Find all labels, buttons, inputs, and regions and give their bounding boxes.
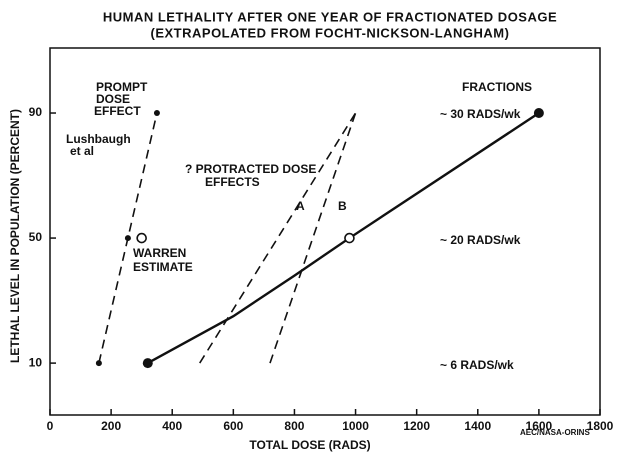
chart-title: HUMAN LETHALITY AFTER ONE YEAR OF FRACTI… bbox=[103, 9, 557, 24]
annotation: ? PROTRACTED DOSE bbox=[185, 162, 316, 176]
x-tick-label: 1200 bbox=[403, 419, 430, 433]
x-axis-label: TOTAL DOSE (RADS) bbox=[249, 438, 370, 452]
plot-frame bbox=[49, 47, 601, 416]
data-point bbox=[533, 108, 544, 119]
data-point bbox=[344, 232, 355, 244]
data-point bbox=[124, 235, 131, 242]
x-tick-label: 0 bbox=[47, 419, 54, 433]
data-point bbox=[95, 360, 102, 367]
annotation: PROMPT bbox=[96, 80, 148, 94]
x-tick-label: 600 bbox=[223, 419, 243, 433]
annotation: AEC/NASA-ORINS bbox=[520, 428, 590, 437]
annotation: EFFECTS bbox=[205, 175, 260, 189]
x-tick-label: 1800 bbox=[587, 419, 614, 433]
chart-subtitle: (EXTRAPOLATED FROM FOCHT-NICKSON-LANGHAM… bbox=[151, 25, 510, 40]
data-point bbox=[136, 232, 147, 244]
series-line bbox=[147, 112, 540, 365]
y-axis-label: LETHAL LEVEL IN POPULATION (PERCENT) bbox=[8, 109, 22, 363]
annotation: B bbox=[338, 199, 347, 213]
annotation: A bbox=[296, 199, 305, 213]
data-point bbox=[153, 110, 160, 117]
annotation: et al bbox=[70, 144, 94, 158]
series-line bbox=[269, 112, 357, 364]
y-tick-label: 50 bbox=[29, 230, 43, 244]
x-tick-label: 1400 bbox=[464, 419, 491, 433]
y-tick-label: 10 bbox=[29, 355, 43, 369]
annotation: WARREN bbox=[133, 246, 186, 260]
annotation: ESTIMATE bbox=[133, 260, 193, 274]
annotation: ~ 30 RADS/wk bbox=[440, 107, 521, 121]
annotation: ~ 20 RADS/wk bbox=[440, 233, 521, 247]
series-line bbox=[199, 112, 357, 364]
y-tick-label: 90 bbox=[29, 105, 43, 119]
annotation: DOSE bbox=[96, 92, 130, 106]
x-tick-label: 1000 bbox=[342, 419, 369, 433]
annotation: Lushbaugh bbox=[66, 132, 131, 146]
x-tick-label: 1600 bbox=[526, 419, 553, 433]
annotation: ~ 6 RADS/wk bbox=[440, 358, 514, 372]
annotation: FRACTIONS bbox=[462, 80, 532, 94]
x-tick-label: 400 bbox=[162, 419, 182, 433]
data-point bbox=[142, 358, 153, 369]
x-tick-label: 200 bbox=[101, 419, 121, 433]
annotation: EFFECT bbox=[94, 104, 141, 118]
x-tick-label: 800 bbox=[284, 419, 304, 433]
